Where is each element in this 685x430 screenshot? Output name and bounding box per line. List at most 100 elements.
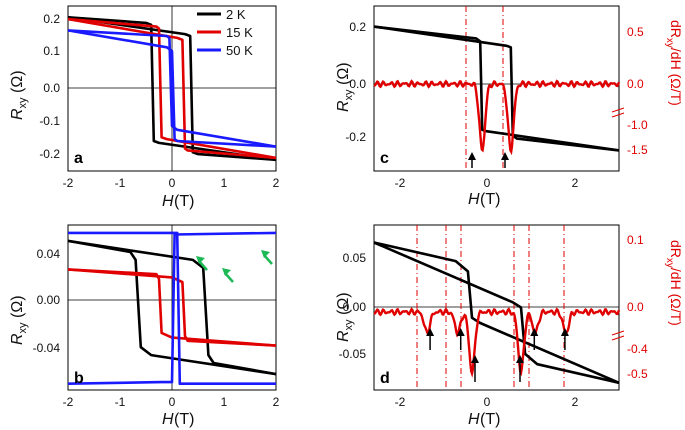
b-ytick-0.04: 0.04 [37,247,61,261]
legend: 2 K 15 K 50 K [197,7,253,58]
c-arrows [468,152,509,168]
c-ytick-0.2: 0.2 [349,20,366,34]
b-xlabel-unit: (T) [174,411,194,428]
c-y2label-sub: xy [664,38,675,48]
d-y2label-sub: xy [664,258,675,268]
d-arrow-4-head [530,328,539,336]
panel-d-series-0-down [373,241,620,384]
d-xtick-m2: -2 [395,395,406,409]
d-arrow-0-head [426,328,435,336]
panel-d-derivative-curve [373,307,621,378]
b-ytick-m0.04: -0.04 [33,341,61,355]
a-ytick-0.0: 0.0 [43,81,60,95]
d-xlabel-h: H [468,411,480,428]
c-y2tick-m1.5: -1.5 [627,143,648,157]
panel-c-curves [373,25,621,156]
a-ylabel-sub: xy [17,97,29,109]
c-ytick-m0.2: -0.2 [345,130,366,144]
a-ylabel: Rxy (Ω) [9,70,29,120]
c-xlabel-unit: (T) [480,191,500,208]
d-ylabel-unit: (Ω) [335,292,352,319]
c-ylabel-sub: xy [343,89,355,101]
c-y2tick-m1.0: -1.0 [627,118,648,132]
c-y2label-a: dR [668,20,684,38]
panel-a-series-0-down [67,16,277,162]
b-ylabel-r: R [9,333,26,345]
b-xlabel-h: H [162,411,174,428]
c-y2label-b: /dH (Ω/T) [668,48,684,106]
c-y2tick-0.5: 0.5 [627,25,644,39]
panel-c-frame [373,5,620,172]
b-ylabel: Rxy (Ω) [9,295,29,345]
c-arrow-2-head [501,152,509,160]
panel-a-series-2-down [67,29,277,148]
a-xtick-2: 2 [273,176,280,190]
c-y2tick-0.0: 0.0 [627,77,644,91]
c-ylabel-r: R [335,100,352,112]
d-y2label-b: /dH (Ω/T) [668,268,684,326]
panel-b-series-2-down [68,231,276,385]
panel-a-series-0-up [67,16,277,162]
a-ytick-0.2: 0.2 [43,12,60,26]
panel-c-label: c [380,150,389,167]
a-xtick-1: 1 [221,176,228,190]
d-arrow-5-head [560,328,569,336]
panel-b: 0.04 0.00 -0.04 -2 -1 0 1 2 H (T) Rxy (Ω… [9,224,280,428]
b-ytick-0.00: 0.00 [37,293,61,307]
c-arrow-1-head [468,152,476,160]
panel-b-series-1-up [67,268,277,347]
a-xtick-m2: -2 [63,176,74,190]
d-arrow-3-head [516,355,524,363]
d-ylabel-sub: xy [343,319,355,331]
panel-b-series-2-up [67,231,277,385]
d-xtick-0: 0 [484,395,491,409]
panel-d: 0.05 0.00 -0.05 -2 0 2 H (T) Rxy (Ω) 0.1… [335,224,684,428]
d-ytick-0.00: 0.00 [343,300,367,314]
panel-a-series-2-up [67,29,277,148]
panel-b-curves [67,231,277,385]
panel-d-frame [373,224,620,391]
panel-a: 0.2 0.1 0.0 -0.1 -0.2 -2 -1 0 1 2 H (T) … [9,5,280,210]
legend-label-15k: 15 K [226,25,253,40]
d-y2label: dRxy/dH (Ω/T) [664,240,684,326]
b-xtick-m2: -2 [63,395,74,409]
d-axis-break-icon [611,330,625,341]
d-arrows [426,328,569,382]
b-xtick-0: 0 [169,395,176,409]
d-arrow-2-head [471,355,479,363]
green-arrow-1-head [196,256,205,264]
c-ytick-0.0: 0.0 [349,77,366,91]
d-arrow-1-head [456,328,465,336]
a-ylabel-unit: (Ω) [9,70,26,97]
a-xlabel-h: H [162,193,174,210]
d-y2tick-m0.4: -0.4 [627,342,648,356]
b-xtick-1: 1 [221,395,228,409]
c-xtick-2: 2 [572,176,579,190]
d-y2label-a: dR [668,240,684,258]
a-ytick-m0.1: -0.1 [39,114,60,128]
panel-c: 0.2 0.0 -0.2 -2 0 2 H (T) Rxy (Ω) 0.5 0.… [335,5,684,208]
panel-a-curves [67,16,277,162]
d-ytick-m0.05: -0.05 [339,347,367,361]
legend-label-50k: 50 K [226,43,253,58]
c-ylabel-unit: (Ω) [335,62,352,89]
panel-a-label: a [74,150,83,167]
b-xtick-m1: -1 [115,395,126,409]
a-xlabel-unit: (T) [174,193,194,210]
c-xtick-0: 0 [484,176,491,190]
c-xtick-m2: -2 [395,176,406,190]
d-y2tick-0.0: 0.0 [627,300,644,314]
d-xtick-2: 2 [572,395,579,409]
d-y2tick-m0.5: -0.5 [627,367,648,381]
panel-b-label: b [74,370,84,387]
green-arrow-2-head [222,268,231,276]
panel-b-series-1-down [67,268,277,347]
d-ylabel-r: R [335,330,352,342]
panel-d-curves [373,241,621,385]
panel-d-label: d [380,370,390,387]
c-xlabel-h: H [468,191,480,208]
b-ylabel-sub: xy [17,322,29,334]
green-arrow-3-head [261,250,270,258]
b-xtick-2: 2 [273,395,280,409]
